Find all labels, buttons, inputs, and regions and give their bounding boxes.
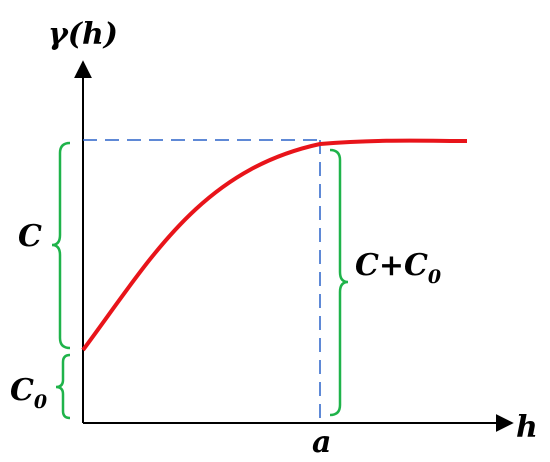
x-axis-label: h — [516, 410, 538, 445]
nugget-sub: 0 — [34, 391, 47, 413]
variogram-curve — [81, 138, 468, 352]
nugget-base: C — [10, 373, 34, 408]
range-label: a — [312, 425, 331, 460]
total-brace — [329, 148, 349, 417]
total-label: C+C0 — [355, 248, 441, 288]
sill-brace — [51, 141, 71, 350]
sill-label: C — [18, 219, 42, 254]
nugget-brace — [55, 353, 71, 420]
total-sub: 0 — [428, 266, 441, 288]
y-axis-label: γ(h) — [48, 17, 118, 52]
total-base: C+C — [355, 248, 428, 283]
nugget-label: C0 — [10, 373, 47, 413]
